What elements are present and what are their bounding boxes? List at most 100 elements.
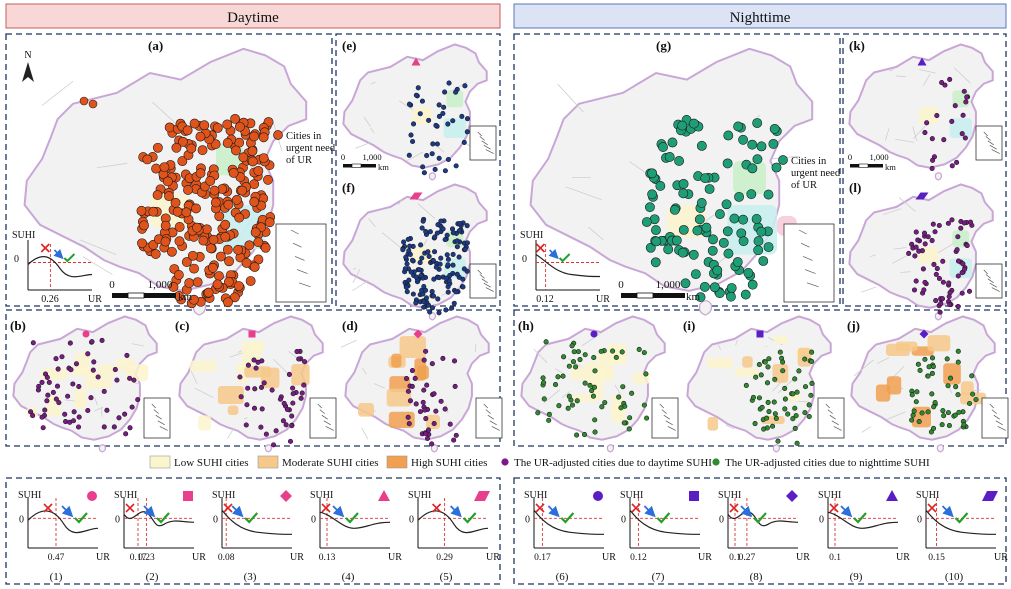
city-point-c: [290, 400, 296, 406]
city-point-c: [238, 394, 244, 400]
city-point-i: [773, 415, 779, 421]
province-line-l-3: [883, 208, 902, 215]
city-point-g: [678, 224, 689, 235]
city-point-l: [922, 241, 928, 247]
city-point-b: [71, 409, 77, 415]
city-point-f: [445, 289, 451, 295]
curve-line: [27, 510, 99, 534]
city-point-f: [460, 284, 466, 290]
city-point-i: [802, 356, 808, 362]
province-line-l-5: [900, 271, 911, 273]
cross-icon: [729, 503, 739, 513]
city-point-l: [955, 258, 962, 264]
city-point-g: [671, 235, 682, 246]
north-arrow: N: [22, 50, 34, 82]
curve-x-label: UR: [602, 552, 616, 563]
urgent-legend-line2-night: urgent need: [791, 168, 841, 179]
city-point-i: [802, 410, 808, 416]
urgent-legend-line2-day: urgent need: [286, 143, 336, 154]
city-point-j: [909, 392, 915, 398]
city-point-a: [181, 207, 192, 218]
city-point-b: [63, 418, 69, 425]
city-point-d: [424, 382, 430, 388]
city-point-c: [255, 359, 261, 365]
city-point-c: [277, 396, 283, 402]
sea-island-line-b: [153, 409, 159, 414]
inset-a-ylabel: SUHI: [12, 230, 35, 241]
city-point-l: [959, 270, 965, 276]
province-line-k-1: [919, 69, 936, 74]
curve-symbol-triangle-icon: [886, 490, 898, 501]
city-point-b: [101, 388, 107, 395]
city-point-g: [658, 142, 668, 152]
city-point-g: [718, 237, 729, 248]
city-point-a: [186, 143, 197, 154]
city-point-l: [913, 229, 919, 235]
city-point-h: [616, 394, 622, 400]
city-point-h: [641, 350, 647, 356]
region-patch-j-5: [927, 335, 951, 352]
city-point-k: [929, 136, 935, 142]
city-point-a: [230, 113, 241, 124]
sea-island-line-j: [991, 409, 997, 414]
city-point-b: [59, 354, 65, 360]
city-point-b: [76, 384, 82, 390]
scalebar-g: 0 1,000 km: [618, 279, 700, 303]
city-point-h: [574, 398, 580, 404]
city-point-c: [296, 356, 302, 362]
region-patch-k-2: [949, 118, 972, 138]
city-point-a: [205, 175, 216, 186]
curve-zero-label: 0: [115, 514, 120, 525]
city-point-l: [955, 273, 961, 279]
province-line-k-7: [953, 67, 971, 84]
city-point-e: [426, 117, 432, 123]
city-point-f: [425, 249, 431, 255]
city-point-a: [260, 242, 271, 253]
province-line-b-8: [94, 397, 98, 406]
sea-inset-c: [309, 397, 337, 439]
cross-icon: [321, 503, 331, 513]
scale-e-bar1: [343, 164, 352, 168]
city-point-g: [663, 244, 674, 255]
arrow-icon: [449, 505, 462, 518]
province-line-b-6: [131, 343, 144, 347]
sea-island-line-a: [290, 229, 299, 235]
curve-zero-label: 0: [621, 514, 626, 525]
sea-island-line-i: [831, 420, 839, 426]
city-point-a: [247, 146, 258, 157]
urgent-legend-line1-day: Cities in: [286, 131, 322, 142]
city-point-e: [464, 129, 470, 135]
city-point-h: [565, 405, 571, 411]
curve-ylabel: SUHI: [916, 490, 939, 501]
city-point-a: [253, 237, 264, 248]
city-point-i: [806, 402, 812, 408]
region-patch-i-0: [742, 356, 753, 368]
label-l: (l): [849, 180, 861, 195]
sea-island-line-d: [483, 403, 488, 409]
city-point-h: [570, 359, 577, 365]
city-point-b: [70, 418, 77, 424]
city-point-d: [406, 421, 412, 427]
cross-icon: [223, 503, 233, 513]
city-point-k: [924, 120, 930, 126]
city-point-h: [618, 405, 624, 411]
city-point-e: [459, 113, 465, 120]
cross-icon: [631, 503, 641, 513]
city-point-a: [223, 276, 234, 287]
city-point-d: [423, 348, 429, 354]
city-point-a: [174, 236, 185, 247]
city-point-c: [290, 391, 296, 397]
city-point-h: [610, 348, 616, 354]
city-point-f: [440, 226, 446, 232]
city-point-b: [88, 395, 94, 401]
city-point-e: [436, 113, 442, 120]
city-point-c: [261, 380, 267, 386]
city-point-b: [54, 383, 61, 389]
region-patch-g-1: [733, 161, 766, 194]
sea-island-line-k: [991, 149, 1000, 154]
scale-g-bar1: [621, 293, 637, 298]
curve-number: (5): [440, 571, 453, 583]
check-icon: [656, 512, 671, 524]
curve-zero-label: 0: [525, 514, 530, 525]
sea-island-line-b: [155, 414, 162, 420]
